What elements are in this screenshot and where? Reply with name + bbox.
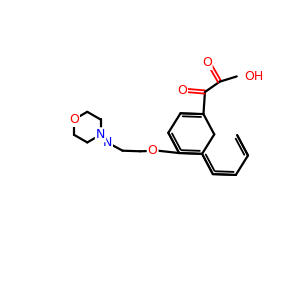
Text: O: O xyxy=(148,144,158,157)
Text: O: O xyxy=(177,84,187,97)
Text: N: N xyxy=(103,136,112,149)
Text: N: N xyxy=(96,128,105,141)
Text: O: O xyxy=(202,56,211,69)
Text: O: O xyxy=(69,113,79,126)
Text: OH: OH xyxy=(244,70,263,83)
